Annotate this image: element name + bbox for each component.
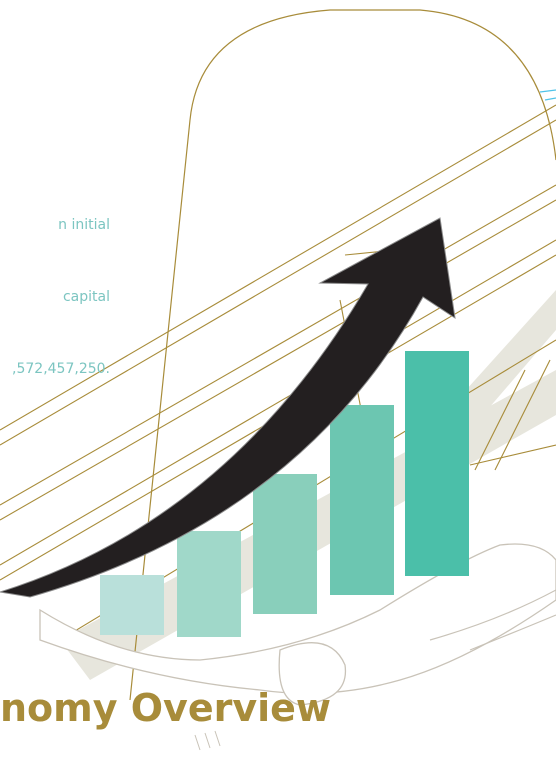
- bar-2: [177, 531, 241, 637]
- frame-outline: [129, 9, 556, 701]
- accent-lines: [539, 89, 556, 101]
- intro-line-2: capital: [58, 289, 110, 305]
- wrist-lines: [194, 730, 221, 751]
- finger-lines: [429, 589, 556, 651]
- intro-line-1: n initial: [58, 217, 110, 233]
- growth-arrow-icon: [0, 217, 456, 598]
- bar-5: [405, 351, 469, 576]
- bar-3: [253, 474, 317, 614]
- bar-1: [100, 575, 164, 635]
- intro-line-3: ,572,457,250.: [12, 361, 110, 377]
- thumb-outline: [278, 642, 347, 706]
- intro-paragraph: n initial capital ,572,457,250.: [0, 165, 110, 429]
- bar-4: [330, 405, 394, 595]
- page-title: nomy Overview: [0, 686, 332, 730]
- open-hand-icon: [39, 543, 556, 694]
